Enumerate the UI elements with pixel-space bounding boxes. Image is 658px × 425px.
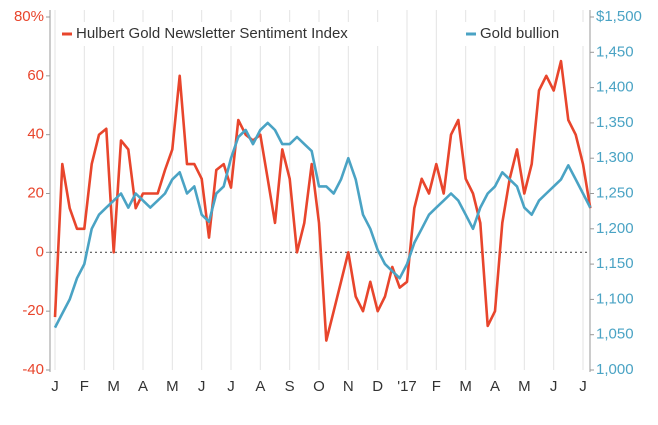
x-tick-label: F	[80, 378, 89, 395]
legend-label: Gold bullion	[480, 25, 559, 42]
y-tick-label: -20	[22, 302, 44, 319]
x-tick-label: J	[198, 378, 206, 395]
y2-tick-label: 1,400	[596, 79, 634, 96]
legend-label: Hulbert Gold Newsletter Sentiment Index	[76, 25, 348, 42]
x-tick-label: '17	[397, 378, 417, 395]
x-tick-label: S	[285, 378, 295, 395]
x-tick-label: J	[579, 378, 587, 395]
x-tick-label: N	[343, 378, 354, 395]
y2-tick-label: 1,450	[596, 43, 634, 60]
x-tick-label: D	[372, 378, 383, 395]
x-tick-label: J	[51, 378, 59, 395]
x-tick-label: M	[518, 378, 531, 395]
y2-tick-label: 1,150	[596, 255, 634, 272]
series-line	[53, 59, 592, 342]
y2-tick-label: 1,100	[596, 290, 634, 307]
x-tick-label: A	[255, 378, 265, 395]
y-tick-label: 20	[27, 184, 44, 201]
y2-tick-label: 1,250	[596, 184, 634, 201]
y-tick-label: 60	[27, 67, 44, 84]
y2-tick-label: 1,300	[596, 149, 634, 166]
x-tick-label: M	[166, 378, 179, 395]
y-tick-label: 40	[27, 126, 44, 143]
x-tick-label: F	[432, 378, 441, 395]
legend-bg	[58, 22, 388, 46]
y2-tick-label: $1,500	[596, 8, 642, 25]
y-tick-label: -40	[22, 361, 44, 378]
x-tick-label: J	[550, 378, 558, 395]
y2-tick-label: 1,350	[596, 114, 634, 131]
x-tick-label: J	[227, 378, 235, 395]
y-tick-label: 80%	[14, 8, 44, 25]
x-tick-label: O	[313, 378, 325, 395]
y-tick-label: 0	[36, 243, 44, 260]
legend-bg	[462, 22, 586, 46]
x-tick-label: A	[138, 378, 148, 395]
x-tick-label: A	[490, 378, 500, 395]
y2-tick-label: 1,200	[596, 220, 634, 237]
x-tick-label: M	[459, 378, 472, 395]
y2-tick-label: 1,000	[596, 361, 634, 378]
x-tick-label: M	[107, 378, 120, 395]
series-line	[53, 121, 592, 329]
y2-tick-label: 1,050	[596, 326, 634, 343]
